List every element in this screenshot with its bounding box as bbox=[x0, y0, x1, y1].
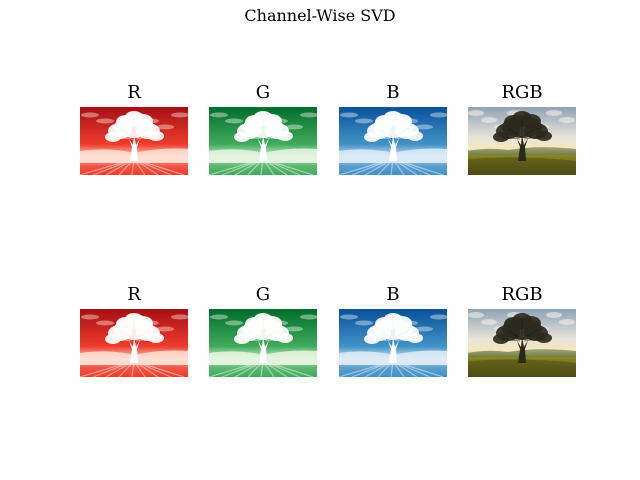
rgb-image bbox=[468, 107, 576, 175]
red-channel-reconstructed-image bbox=[80, 309, 188, 377]
panel-title-rgb-reconstructed: RGB bbox=[501, 284, 543, 305]
figure-title: Channel-Wise SVD bbox=[244, 6, 396, 25]
green-channel-image bbox=[209, 107, 317, 175]
panel-title-b-reconstructed: B bbox=[386, 284, 400, 305]
rgb-reconstructed-image bbox=[468, 309, 576, 377]
red-channel-image bbox=[80, 107, 188, 175]
green-channel-reconstructed-image bbox=[209, 309, 317, 377]
panel-title-r: R bbox=[127, 82, 141, 103]
blue-channel-image bbox=[339, 107, 447, 175]
blue-channel-reconstructed-image bbox=[339, 309, 447, 377]
panel-title-g: G bbox=[255, 82, 271, 103]
panel-title-r-reconstructed: R bbox=[127, 284, 141, 305]
panel-title-rgb: RGB bbox=[501, 82, 543, 103]
panel-title-g-reconstructed: G bbox=[255, 284, 271, 305]
panel-title-b: B bbox=[386, 82, 400, 103]
